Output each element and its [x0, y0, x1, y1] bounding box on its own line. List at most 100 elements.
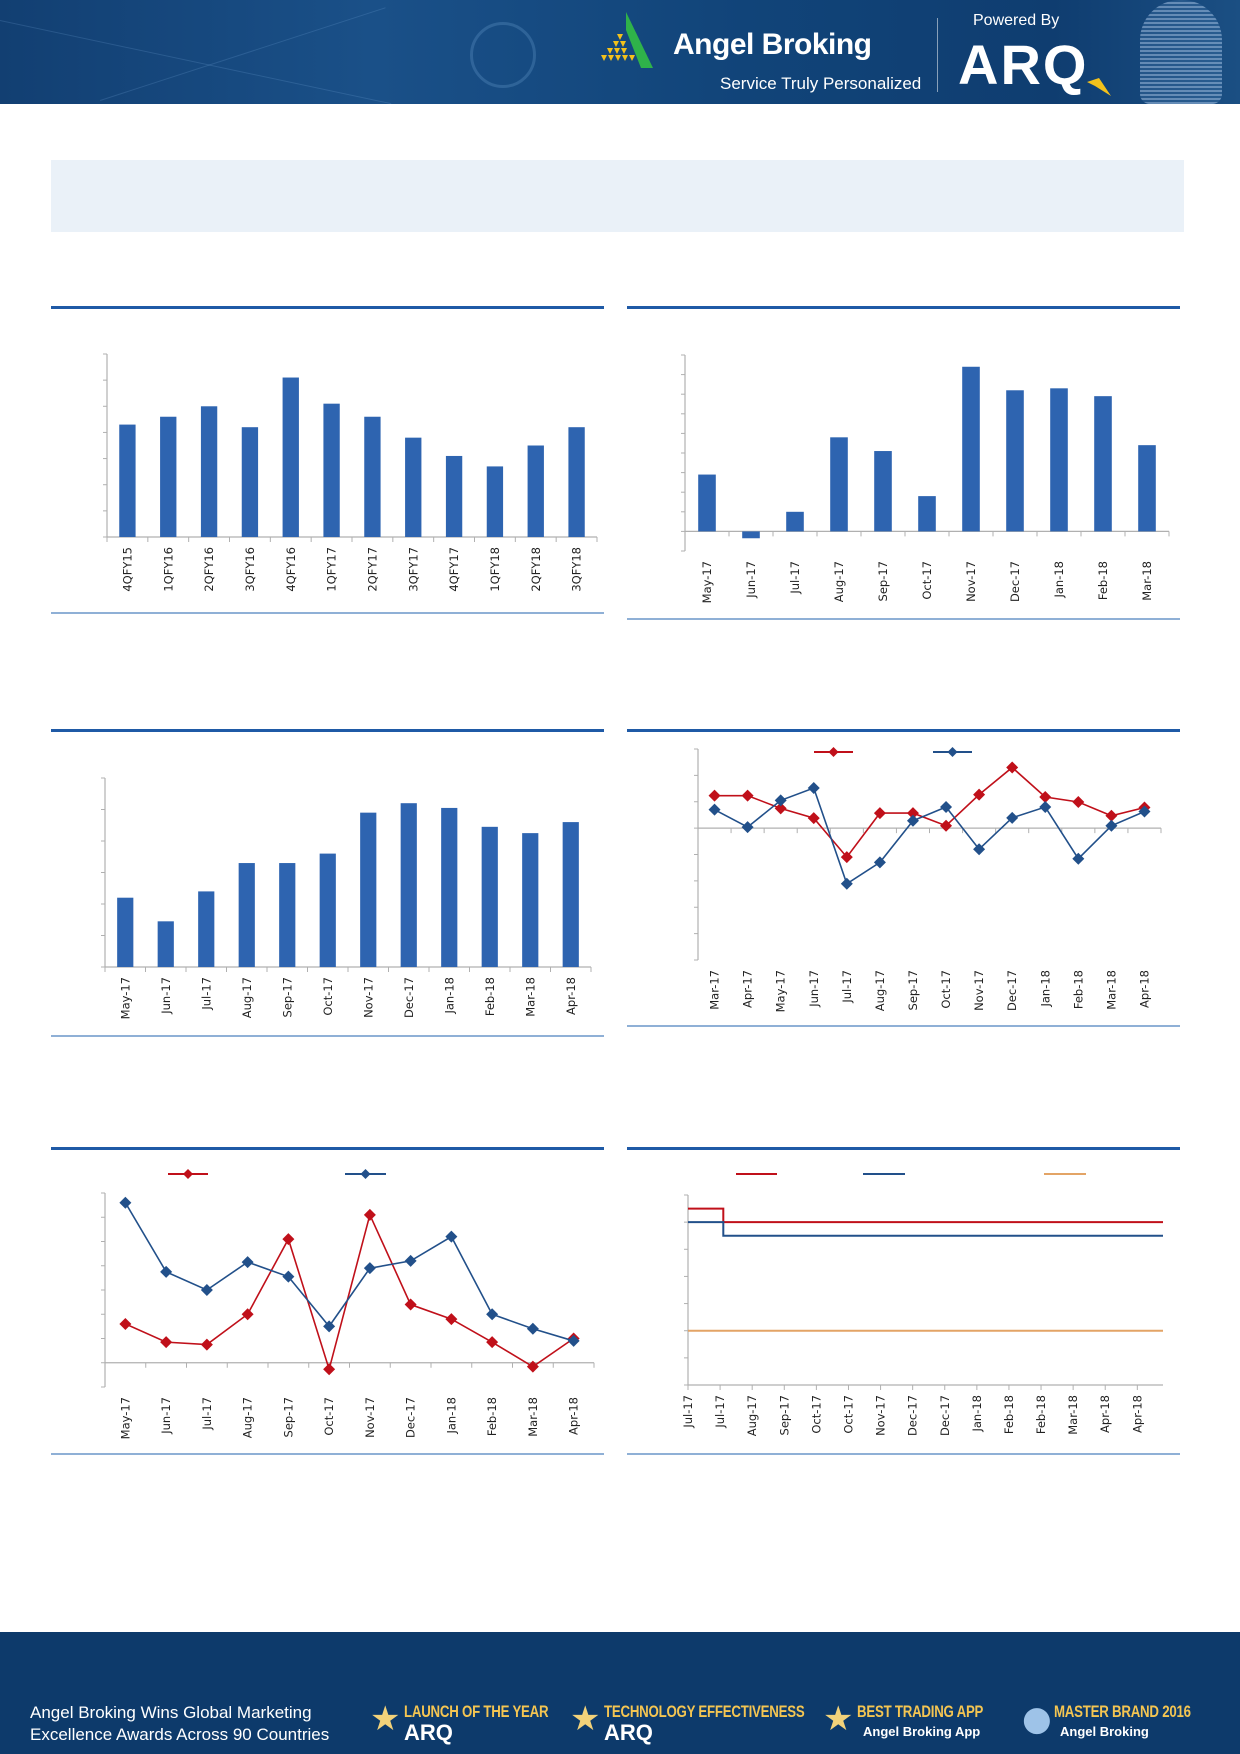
data-point-marker	[1006, 761, 1019, 774]
legend-marker	[360, 1169, 371, 1179]
bar	[360, 812, 377, 967]
data-point-marker	[160, 1265, 173, 1278]
x-tick-label: Apr-17	[741, 970, 755, 1008]
bar	[1050, 388, 1068, 532]
x-tick-label: Apr-18	[567, 1397, 581, 1435]
x-tick-label: Jan-18	[442, 977, 456, 1015]
x-tick-label: Jul-17	[788, 561, 802, 595]
data-point-marker	[486, 1336, 499, 1349]
data-point-marker	[873, 856, 886, 869]
data-point-marker	[873, 807, 886, 820]
x-tick-label: Mar-18	[526, 1397, 540, 1437]
data-point-marker	[840, 851, 853, 864]
x-tick-label: Aug-17	[873, 970, 887, 1011]
x-tick-label: Mar-17	[708, 970, 722, 1010]
panel-bottom-rule	[51, 612, 604, 614]
digital-head-image	[1140, 0, 1222, 104]
data-point-marker	[526, 1322, 539, 1335]
x-tick-label: Dec-17	[938, 1395, 952, 1436]
legend-marker	[828, 747, 839, 757]
data-point-marker	[363, 1262, 376, 1275]
x-tick-label: 1QFY16	[161, 547, 175, 592]
x-tick-label: Oct-17	[841, 1395, 855, 1434]
x-tick-label: Oct-17	[321, 977, 335, 1016]
bar	[698, 474, 716, 532]
x-tick-label: Feb-18	[1002, 1395, 1016, 1434]
x-tick-label: Jun-17	[744, 561, 758, 599]
bar	[119, 424, 136, 537]
data-point-marker	[741, 789, 754, 802]
data-point-marker	[445, 1313, 458, 1326]
x-tick-label: Apr-18	[1098, 1395, 1112, 1433]
x-tick-label: Jun-17	[159, 977, 173, 1015]
powered-by-label: Powered By	[973, 12, 1060, 29]
data-point-marker	[774, 794, 787, 807]
x-tick-label: May-17	[700, 561, 714, 603]
trophy-star-icon: ★	[370, 1699, 401, 1739]
x-tick-label: Sep-17	[906, 970, 920, 1010]
bar	[1138, 445, 1156, 532]
bar	[241, 427, 259, 537]
x-tick-label: Mar-18	[1140, 561, 1154, 601]
x-tick-label: Nov-17	[964, 561, 978, 602]
bar	[562, 822, 579, 967]
bar	[481, 826, 498, 967]
data-point-marker	[323, 1320, 336, 1333]
bar	[1006, 390, 1024, 532]
award-title: MASTER BRAND 2016	[1054, 1702, 1191, 1721]
data-point-marker	[840, 877, 853, 890]
bar	[918, 496, 936, 532]
x-tick-label: 2QFY16	[202, 547, 216, 592]
bar	[157, 921, 174, 967]
x-tick-label: Jun-17	[807, 970, 821, 1008]
bar	[486, 466, 504, 537]
bar	[323, 403, 340, 537]
x-tick-label: Nov-17	[874, 1395, 888, 1436]
decorative-line	[0, 20, 392, 104]
bar	[405, 437, 422, 537]
x-tick-label: Jul-17	[713, 1395, 727, 1429]
bar	[830, 437, 848, 532]
x-tick-label: Jul-17	[681, 1395, 695, 1429]
award-sub: ARQ	[604, 1720, 653, 1745]
trophy-star-icon: ★	[823, 1699, 854, 1739]
x-tick-label: 2QFY18	[529, 547, 543, 592]
series-line	[714, 766, 1145, 859]
awards-line-1: Angel Broking Wins Global Marketing	[30, 1703, 312, 1722]
data-point-marker	[940, 801, 953, 814]
x-tick-label: Apr-18	[1130, 1395, 1144, 1433]
award-sub: ARQ	[404, 1720, 453, 1745]
data-point-marker	[323, 1363, 336, 1376]
summary-box	[51, 160, 1184, 232]
awards-line-2: Excellence Awards Across 90 Countries	[30, 1725, 330, 1744]
bar	[445, 455, 463, 537]
x-tick-label: Dec-17	[1005, 970, 1019, 1011]
brand-tagline: Service Truly Personalized	[720, 74, 922, 93]
angel-broking-logo-icon	[601, 12, 653, 68]
x-tick-label: 3QFY18	[570, 547, 584, 592]
award-title: TECHNOLOGY EFFECTIVENESS	[604, 1702, 805, 1721]
x-tick-label: Jan-18	[1052, 561, 1066, 599]
bar	[198, 891, 215, 967]
chart-panel-6: Jul-17 Jul-17 Aug-17 Sep-17 Oct-17 Oct-17 Nov-…	[627, 1147, 1180, 1456]
bar	[874, 451, 892, 532]
data-point-marker	[200, 1284, 213, 1296]
x-tick-label: Oct-17	[920, 561, 934, 600]
bar	[786, 511, 804, 532]
decorative-circle	[470, 22, 536, 88]
line-chart-5: May-17 Jun-17 Jul-17 Aug-17 Sep-17 Oct-17 Nov-…	[101, 1169, 595, 1439]
data-point-marker	[940, 819, 953, 832]
award-title: BEST TRADING APP	[857, 1702, 984, 1721]
bar	[742, 531, 760, 539]
bar	[279, 863, 296, 967]
bar	[238, 863, 255, 967]
bolt-icon	[1087, 78, 1111, 96]
bar	[282, 377, 299, 537]
x-tick-label: 2QFY17	[365, 547, 379, 592]
bar	[1094, 396, 1112, 532]
award-sub: Angel Broking App	[863, 1724, 981, 1739]
divider	[937, 18, 938, 92]
x-tick-label: Jun-17	[159, 1397, 173, 1435]
x-tick-label: Aug-17	[241, 1397, 255, 1438]
x-tick-label: Feb-18	[1071, 970, 1085, 1009]
